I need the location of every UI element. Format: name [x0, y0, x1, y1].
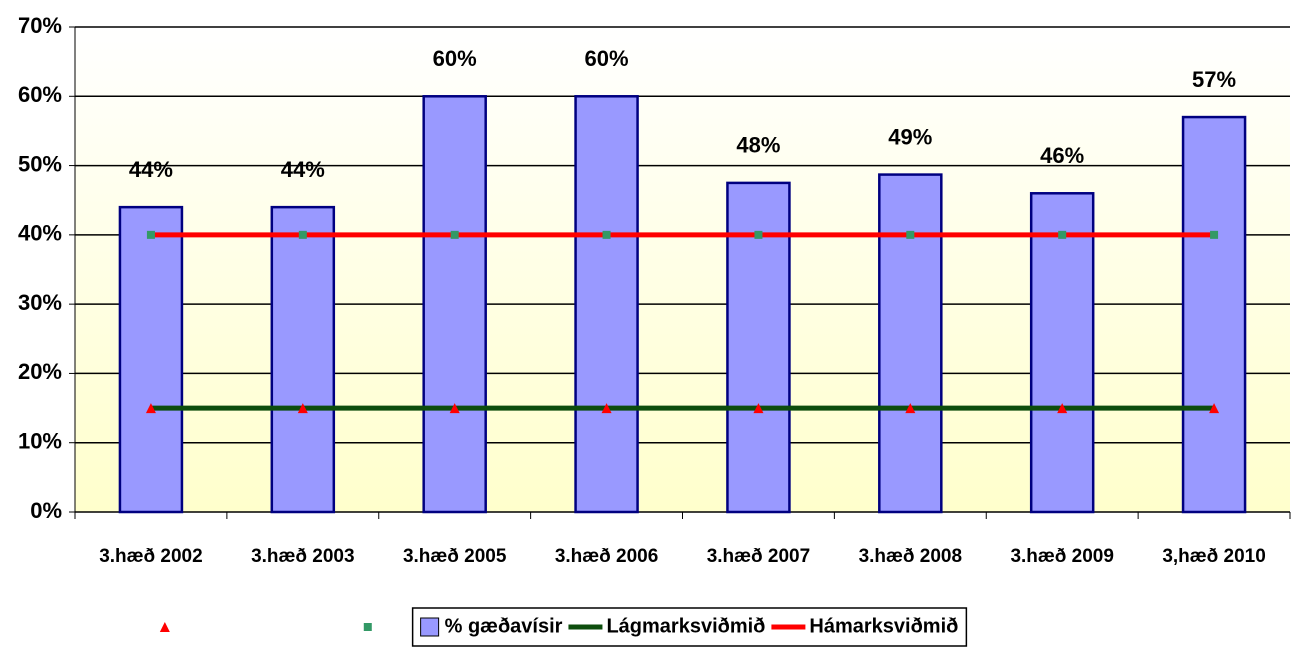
legend-swatch [420, 617, 440, 637]
line-marker [601, 403, 612, 414]
y-tick-label: 70% [18, 13, 62, 38]
data-label: 49% [888, 124, 932, 149]
legend-label: Hámarksviðmið [809, 615, 958, 637]
y-tick-label: 20% [18, 359, 62, 384]
bar [1181, 115, 1247, 514]
line-marker [298, 230, 307, 239]
line-marker [297, 403, 308, 414]
y-tick-label: 60% [18, 82, 62, 107]
data-label: 60% [585, 46, 629, 71]
data-label: 44% [129, 157, 173, 182]
line-marker [145, 403, 156, 414]
x-tick-label: 3.hæð 2003 [251, 546, 355, 567]
line-marker [1210, 230, 1219, 239]
line-marker [602, 230, 611, 239]
data-label: 44% [281, 157, 325, 182]
data-label: 46% [1040, 143, 1084, 168]
legend-label: Lágmarksviðmið [606, 615, 765, 637]
y-tick-label: 30% [18, 290, 62, 315]
data-label: 60% [433, 46, 477, 71]
line-marker [754, 230, 763, 239]
x-tick-label: 3.hæð 2006 [555, 546, 659, 567]
legend-label: % gæðavísir [445, 615, 563, 637]
bar [1029, 192, 1095, 514]
line-marker [159, 622, 170, 632]
bar [878, 173, 943, 514]
y-tick-label: 10% [18, 429, 62, 454]
line-marker [146, 230, 155, 239]
y-tick-label: 50% [18, 151, 62, 176]
bar [574, 95, 639, 514]
x-tick-label: 3.hæð 2005 [403, 546, 507, 567]
x-tick-label: 3,hæð 2010 [1162, 546, 1266, 567]
plot-area [75, 27, 1290, 512]
y-tick-label: 0% [30, 498, 62, 523]
line-marker [753, 403, 764, 414]
y-tick-label: 40% [18, 221, 62, 246]
x-tick-label: 3.hæð 2002 [99, 546, 203, 567]
legend-box [411, 607, 968, 647]
line-marker [906, 230, 915, 239]
line-marker [363, 623, 372, 631]
line-marker [1209, 403, 1220, 414]
x-tick-label: 3.hæð 2008 [859, 546, 963, 567]
line-marker [1057, 403, 1068, 414]
bar [422, 95, 487, 514]
line-marker [1058, 230, 1067, 239]
x-tick-label: 3.hæð 2007 [707, 546, 811, 567]
bar [118, 205, 184, 514]
line-marker [449, 403, 460, 414]
line-marker [905, 403, 916, 414]
bar [270, 205, 336, 514]
data-label: 48% [736, 133, 780, 158]
x-tick-label: 3.hæð 2009 [1010, 546, 1114, 567]
line-marker [450, 230, 459, 239]
data-label: 57% [1192, 67, 1236, 92]
